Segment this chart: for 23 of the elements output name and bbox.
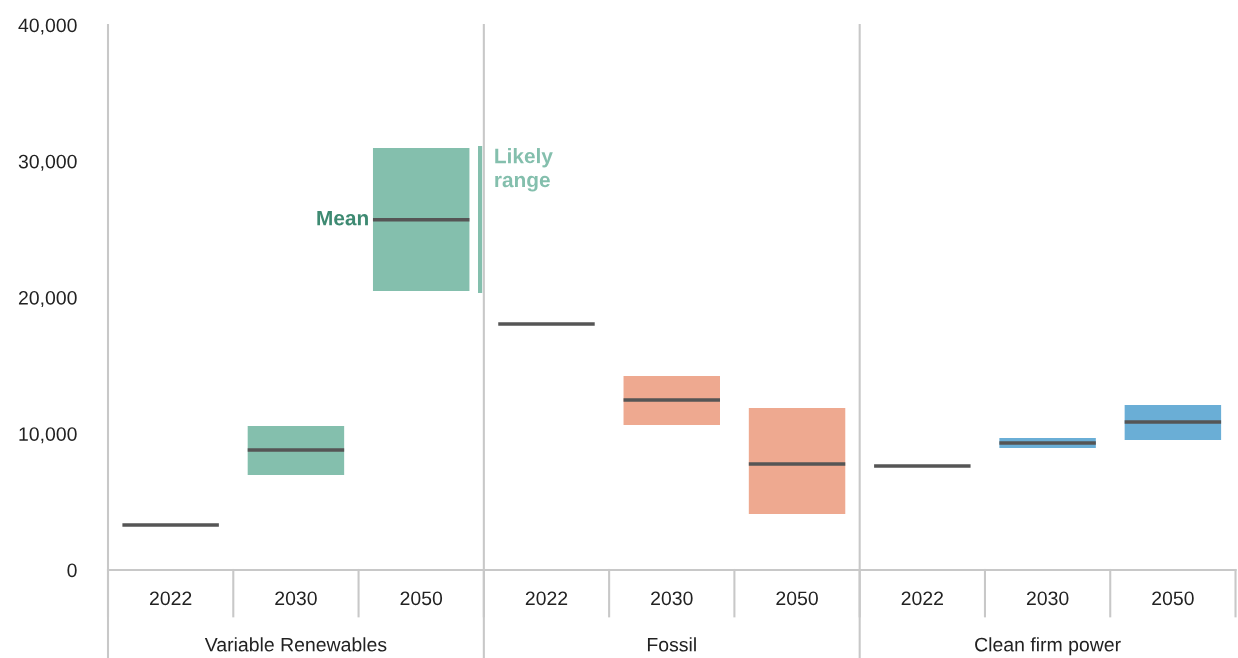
x-tick-label: 2022: [149, 591, 192, 606]
bar: [748, 408, 846, 514]
x-tick-label: 2050: [400, 591, 443, 606]
x-tick-label: 2050: [1152, 591, 1194, 606]
y-tick-label: 20,000: [18, 290, 77, 308]
bar: [247, 425, 345, 476]
y-tick-label: 30,000: [18, 154, 77, 171]
bar: [623, 375, 720, 426]
x-tick-label: 2022: [525, 591, 568, 606]
x-tick-label: 2030: [1026, 591, 1069, 606]
text: Variable Renewables: [204, 637, 387, 652]
y-tick-label: 10,000: [19, 427, 77, 444]
bar: [372, 148, 470, 291]
x-tick-label: 2030: [275, 591, 317, 606]
x-tick-label: 2022: [901, 591, 943, 606]
annotation: Likely range: [495, 148, 553, 192]
x-tick-label: 2030: [651, 591, 693, 606]
text: Clean firm power: [975, 637, 1121, 656]
y-tick-label: 40,000: [18, 18, 77, 35]
text: Fossil: [647, 637, 696, 652]
x-tick-label: 2050: [776, 591, 818, 606]
annotation: Mean: [317, 210, 368, 226]
y-tick-label: 0: [67, 563, 77, 578]
